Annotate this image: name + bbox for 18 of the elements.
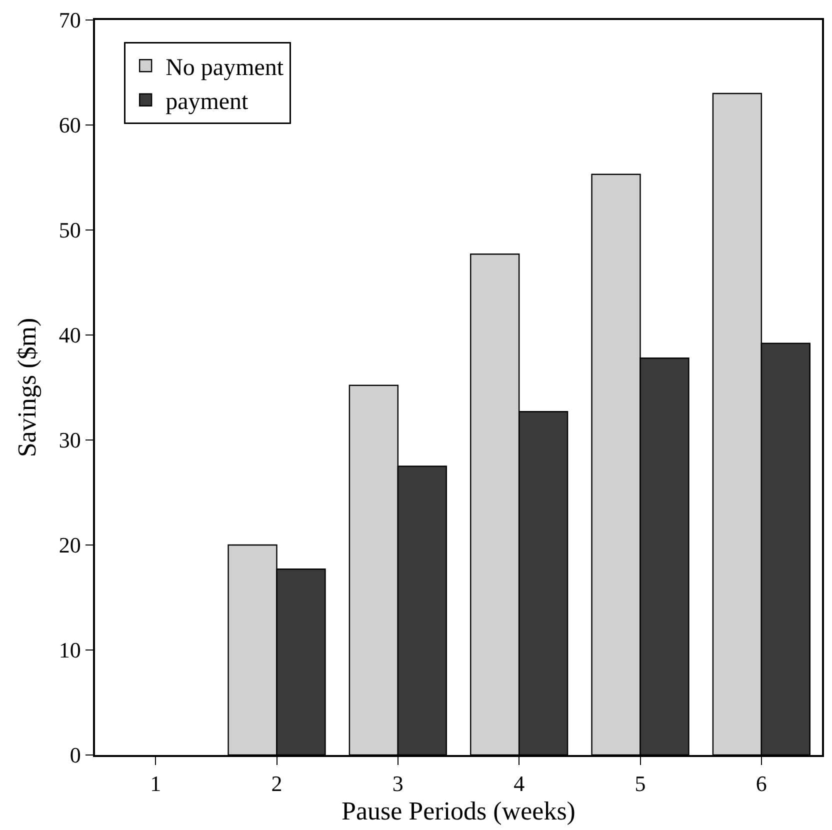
y-tick-label: 30 [58, 428, 81, 453]
y-tick-label: 40 [58, 322, 81, 348]
y-tick-label: 0 [70, 742, 81, 768]
y-tick-label: 50 [58, 218, 81, 243]
legend-label: payment [166, 89, 249, 116]
x-tick-label: 1 [150, 771, 162, 796]
x-tick-label: 3 [392, 771, 404, 796]
x-tick-label: 2 [271, 771, 282, 796]
x-tick-label: 4 [514, 771, 525, 796]
x-axis-title: Pause Periods (weeks) [342, 796, 576, 826]
x-tick-label: 5 [634, 771, 646, 796]
y-tick-label: 70 [58, 8, 81, 33]
y-tick-label: 10 [58, 638, 81, 663]
y-tick-label: 60 [58, 112, 81, 138]
x-tick-label: 6 [756, 771, 767, 796]
y-axis-title: Savings ($m) [12, 318, 42, 458]
legend-label: No payment [166, 55, 284, 82]
y-tick-label: 20 [58, 532, 81, 558]
